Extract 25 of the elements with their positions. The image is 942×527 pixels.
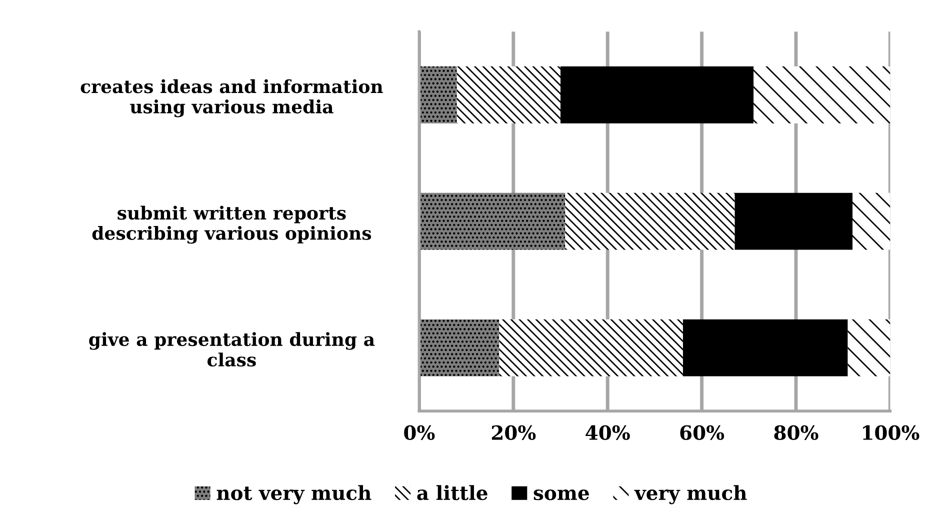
x-tick-label: 100% bbox=[863, 425, 920, 440]
bar bbox=[419, 319, 500, 376]
legend-label: very much bbox=[634, 485, 747, 504]
bar bbox=[456, 66, 560, 124]
x-tick-label: 40% bbox=[586, 425, 630, 440]
bar bbox=[499, 319, 683, 376]
legend-label: a little bbox=[417, 485, 488, 500]
x-tick-label: 80% bbox=[774, 425, 818, 440]
legend-label: not very much bbox=[216, 485, 372, 504]
bar bbox=[419, 66, 457, 124]
bar bbox=[852, 192, 890, 250]
y-tick-label: give a presentation during a class bbox=[89, 332, 375, 367]
bar bbox=[734, 192, 853, 250]
y-tick-label: submit written reports describing various opinions bbox=[92, 206, 372, 244]
x-tick-label: 20% bbox=[492, 425, 536, 440]
bar bbox=[682, 319, 848, 376]
bar bbox=[419, 192, 566, 250]
bar bbox=[848, 319, 890, 376]
x-tick-label: 0% bbox=[404, 425, 435, 440]
x-tick-label: 60% bbox=[680, 425, 724, 440]
bar bbox=[754, 66, 890, 124]
legend-label: some bbox=[534, 490, 589, 500]
y-tick-label: creates ideas and information using various media bbox=[80, 79, 383, 118]
bar bbox=[560, 66, 754, 124]
bar bbox=[565, 192, 735, 250]
